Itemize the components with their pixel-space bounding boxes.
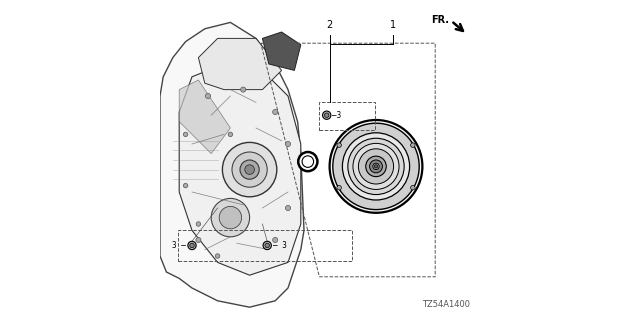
Circle shape	[196, 237, 201, 243]
Polygon shape	[262, 32, 301, 70]
Circle shape	[263, 241, 271, 250]
Text: 3 —: 3 —	[172, 241, 186, 250]
Circle shape	[205, 93, 211, 99]
Circle shape	[411, 186, 415, 190]
Polygon shape	[179, 64, 301, 275]
Circle shape	[219, 206, 242, 229]
Polygon shape	[160, 22, 304, 307]
Circle shape	[366, 156, 387, 177]
Circle shape	[337, 185, 341, 190]
Circle shape	[241, 87, 246, 92]
Circle shape	[232, 152, 268, 187]
Circle shape	[358, 149, 394, 184]
Polygon shape	[198, 38, 282, 90]
Circle shape	[374, 165, 378, 168]
Circle shape	[215, 254, 220, 258]
Circle shape	[240, 160, 259, 179]
Circle shape	[342, 133, 410, 200]
Circle shape	[348, 138, 404, 195]
Polygon shape	[179, 80, 230, 154]
Circle shape	[223, 142, 277, 197]
Circle shape	[285, 141, 291, 147]
Circle shape	[323, 111, 331, 119]
Circle shape	[302, 156, 314, 167]
Circle shape	[273, 237, 278, 243]
Circle shape	[324, 113, 329, 117]
Circle shape	[196, 222, 201, 226]
Text: TZ54A1400: TZ54A1400	[422, 300, 470, 309]
Text: 2: 2	[326, 20, 333, 30]
Circle shape	[188, 241, 196, 250]
Bar	[178, 230, 352, 261]
Text: — 3: — 3	[273, 241, 287, 250]
Circle shape	[298, 152, 317, 171]
Circle shape	[189, 243, 195, 248]
Circle shape	[183, 183, 188, 188]
Text: FR.: FR.	[431, 15, 450, 25]
Circle shape	[265, 243, 269, 248]
Circle shape	[244, 165, 255, 174]
Circle shape	[273, 109, 278, 115]
Circle shape	[183, 132, 188, 137]
Circle shape	[228, 132, 233, 137]
Circle shape	[337, 143, 341, 147]
Circle shape	[285, 205, 291, 211]
Circle shape	[353, 143, 399, 189]
Circle shape	[333, 123, 419, 210]
Text: 1: 1	[390, 20, 396, 30]
Text: —3: —3	[332, 111, 341, 120]
Circle shape	[211, 198, 250, 237]
Bar	[319, 102, 375, 130]
Circle shape	[370, 160, 383, 173]
Circle shape	[330, 120, 422, 213]
Circle shape	[372, 163, 379, 170]
Circle shape	[411, 143, 415, 147]
